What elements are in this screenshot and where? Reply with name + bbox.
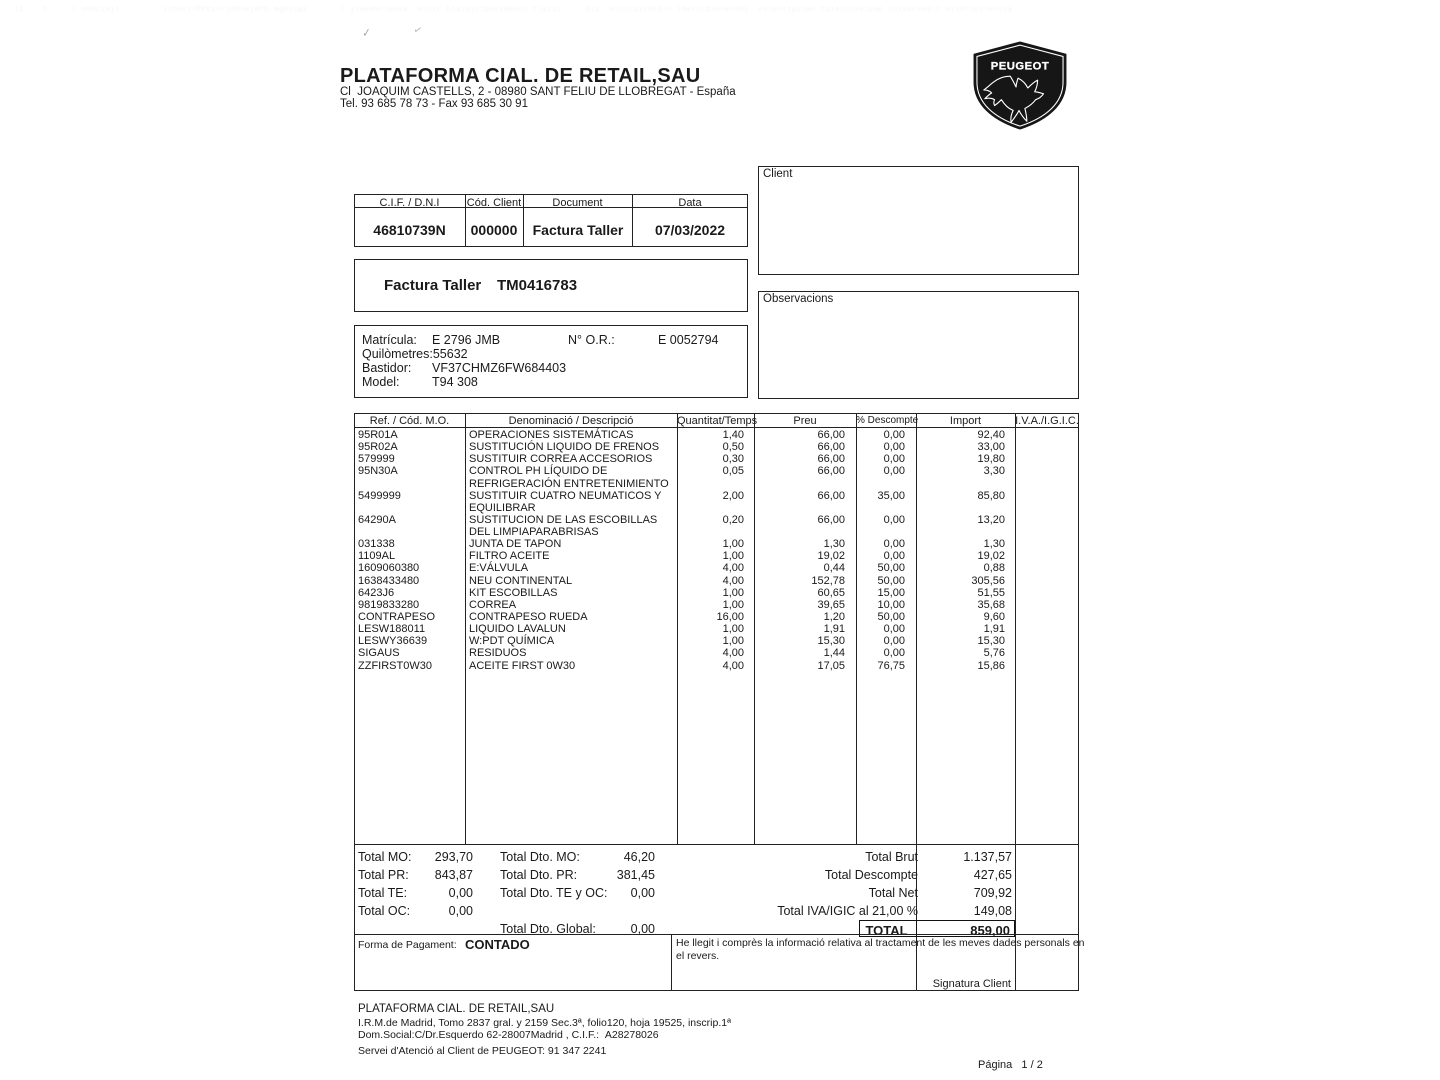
svg-text:PEUGEOT: PEUGEOT <box>991 60 1049 72</box>
